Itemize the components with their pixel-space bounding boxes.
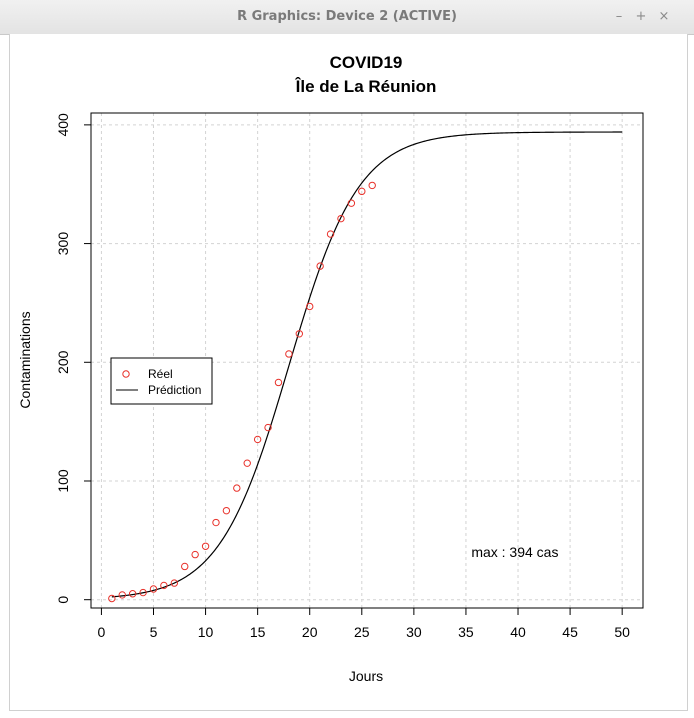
data-point-reel <box>108 594 116 603</box>
x-tick-label: 0 <box>98 624 106 640</box>
x-tick-label: 50 <box>614 624 630 640</box>
y-axis: 0 100 200 300 400 <box>55 113 91 604</box>
data-point-reel <box>295 330 304 338</box>
chart-subtitle: Île de La Réunion <box>295 77 437 96</box>
data-point-reel <box>347 199 356 207</box>
data-point-reel <box>160 581 168 590</box>
data-point-reel <box>222 506 231 515</box>
y-axis-label: Contaminations <box>17 311 33 408</box>
data-point-reel <box>149 585 158 593</box>
covid-chart: COVID19 Île de La Réunion 0 5 10 15 20 25 30 35… <box>17 53 644 684</box>
max-annotation: max : 394 cas <box>471 544 558 560</box>
legend-label-prediction: Prédiction <box>148 383 201 397</box>
x-tick-label: 45 <box>562 624 578 640</box>
y-tick-label: 200 <box>55 350 71 374</box>
data-point-reel <box>243 459 251 467</box>
x-axis-label: Jours <box>349 668 383 684</box>
data-point-reel <box>337 214 345 223</box>
data-point-reel <box>358 187 366 196</box>
data-point-reel <box>253 435 262 444</box>
legend: Réel Prédiction <box>110 357 213 405</box>
legend-label-reel: Réel <box>148 367 173 381</box>
data-point-reel <box>128 590 137 598</box>
data-point-reel <box>285 350 293 358</box>
x-tick-label: 25 <box>354 624 370 640</box>
data-point-reel <box>306 302 314 311</box>
data-point-reel <box>233 484 241 492</box>
data-point-reel <box>264 423 272 432</box>
x-tick-label: 35 <box>458 624 474 640</box>
x-tick-label: 40 <box>510 624 526 640</box>
data-point-reel <box>326 230 335 238</box>
x-tick-label: 20 <box>302 624 318 640</box>
y-tick-label: 0 <box>55 596 71 604</box>
title-bar[interactable]: R Graphics: Device 2 (ACTIVE) – + × <box>0 0 694 35</box>
data-point-reel <box>191 550 199 559</box>
plot-area-container: COVID19 Île de La Réunion 0 5 10 15 20 25 30 35… <box>9 34 688 711</box>
data-point-reel <box>201 542 210 550</box>
x-axis: 0 5 10 15 20 25 30 35 40 45 50 <box>98 608 630 640</box>
x-tick-label: 30 <box>406 624 422 640</box>
data-point-reel <box>181 562 189 571</box>
close-icon[interactable]: × <box>658 9 670 24</box>
chart-title: COVID19 <box>330 53 403 72</box>
maximize-icon[interactable]: + <box>635 9 647 24</box>
series-layer <box>108 131 623 603</box>
data-point-reel <box>274 378 283 387</box>
y-tick-label: 100 <box>55 469 71 493</box>
legend-marker-reel <box>122 370 130 378</box>
data-point-reel <box>316 262 324 270</box>
plot-frame <box>90 112 644 609</box>
minimize-icon[interactable]: – <box>615 9 623 24</box>
data-point-reel <box>170 579 179 587</box>
x-tick-label: 5 <box>150 624 158 640</box>
legend-box <box>110 357 213 405</box>
data-point-reel <box>212 518 220 527</box>
x-tick-label: 10 <box>198 624 214 640</box>
x-tick-label: 15 <box>250 624 266 640</box>
data-point-reel <box>118 591 126 599</box>
window-title: R Graphics: Device 2 (ACTIVE) <box>237 9 457 24</box>
prediction-curve <box>111 131 623 598</box>
y-tick-label: 300 <box>55 232 71 256</box>
data-point-reel <box>368 181 376 190</box>
y-tick-label: 400 <box>55 113 71 137</box>
data-point-reel <box>139 588 147 597</box>
